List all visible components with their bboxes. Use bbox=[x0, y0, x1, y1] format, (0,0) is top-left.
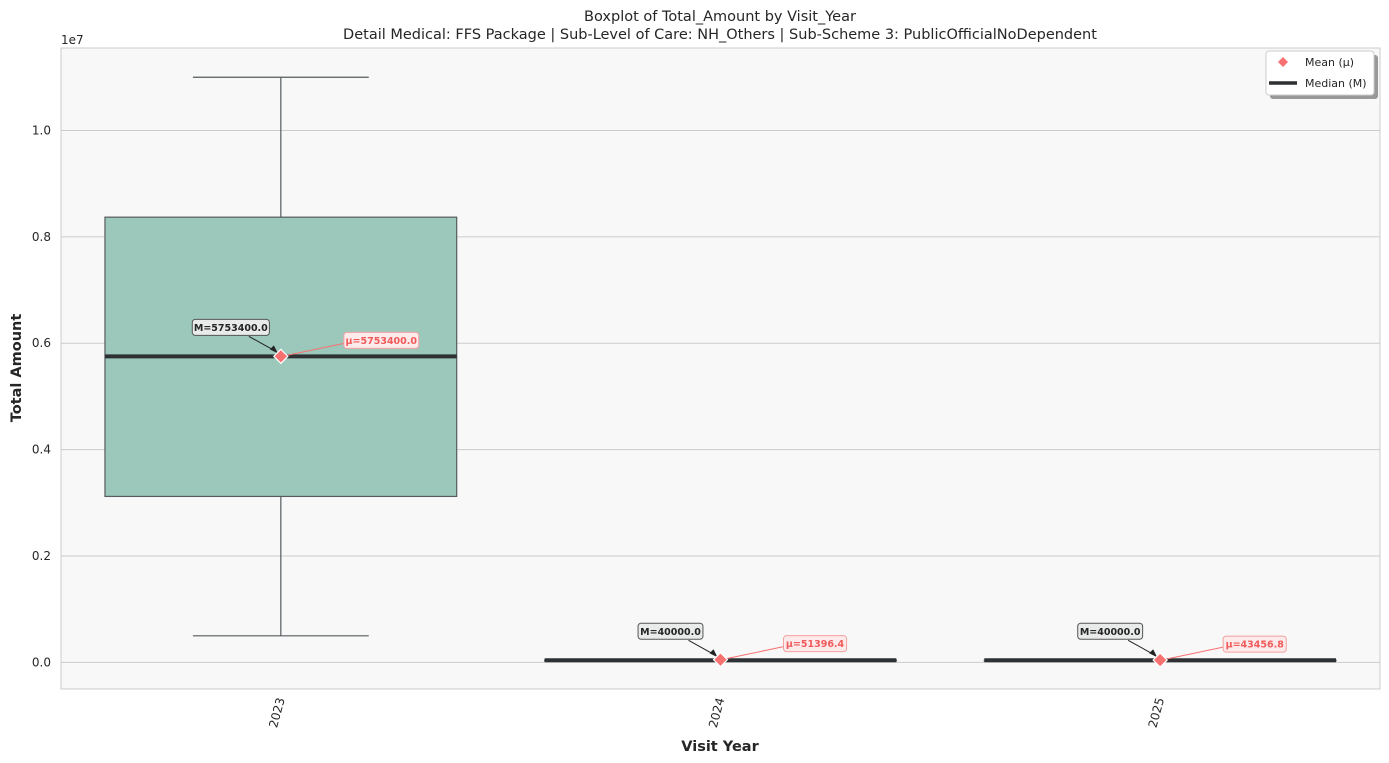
median-annotation-arrowhead bbox=[709, 649, 718, 658]
median-annotation-arrowhead bbox=[269, 345, 278, 354]
mean-marker bbox=[1152, 652, 1169, 668]
median-annotation-label: M=40000.0 bbox=[1080, 627, 1141, 638]
median-annotation-box bbox=[1077, 622, 1144, 640]
mean-marker bbox=[272, 348, 289, 365]
mean-annotation-label: μ=43456.8 bbox=[1226, 640, 1285, 651]
mean-annotation-label: μ=51396.4 bbox=[786, 639, 845, 650]
median-annotation-box bbox=[637, 622, 704, 640]
box-2025: M=40000.0 μ=43456.8 bbox=[983, 622, 1337, 668]
y-tick-label: 0.2 bbox=[32, 549, 51, 563]
mean-annotation-box bbox=[1222, 635, 1287, 653]
mean-annotation-box bbox=[343, 331, 420, 349]
legend: Mean (μ) Median (M) bbox=[1265, 50, 1378, 99]
y-tick-label: 0.8 bbox=[32, 230, 51, 244]
x-tick-label: 2023 bbox=[266, 696, 287, 729]
mean-annotation-arrow bbox=[1166, 646, 1224, 660]
median-annotation-label: M=5753400.0 bbox=[194, 323, 268, 334]
legend-median-label: Median (M) bbox=[1305, 77, 1367, 90]
mean-annotation-arrow bbox=[726, 646, 784, 660]
box-2024: M=40000.0 μ=51396.4 bbox=[544, 622, 897, 668]
y-axis-ticks: 0.0 0.2 0.4 0.6 0.8 1.0 bbox=[32, 123, 51, 669]
boxes: M=5753400.0 μ=5753400.0 M=40000.0 μ=51396.4… bbox=[104, 76, 1337, 668]
mean-marker bbox=[712, 651, 729, 668]
y-tick-label: 0.6 bbox=[32, 336, 51, 350]
mean-annotation-label: μ=5753400.0 bbox=[346, 336, 418, 347]
y-axis-label: Total Amount bbox=[9, 314, 25, 423]
y-tick-label: 0.4 bbox=[32, 443, 51, 457]
x-axis-ticks: 2023 2024 2025 bbox=[266, 696, 1167, 729]
box-2023: M=5753400.0 μ=5753400.0 bbox=[104, 76, 458, 637]
x-tick-label: 2024 bbox=[706, 696, 727, 729]
legend-mean-marker-icon bbox=[1278, 57, 1288, 67]
legend-mean-label: Mean (μ) bbox=[1305, 56, 1354, 69]
median-annotation-label: M=40000.0 bbox=[640, 627, 701, 638]
median-annotation-box bbox=[191, 318, 270, 336]
x-tick-label: 2025 bbox=[1146, 696, 1167, 729]
chart-subtitle: Detail Medical: FFS Package | Sub-Level … bbox=[343, 27, 1097, 43]
y-scale-label: 1e7 bbox=[61, 33, 84, 47]
x-axis-label: Visit Year bbox=[681, 739, 759, 755]
y-tick-label: 1.0 bbox=[32, 123, 51, 137]
mean-annotation-box bbox=[783, 635, 848, 653]
mean-annotation-arrow bbox=[286, 342, 344, 356]
median-annotation-arrowhead bbox=[1149, 649, 1158, 658]
chart-title: Boxplot of Total_Amount by Visit_Year bbox=[584, 9, 856, 25]
y-tick-label: 0.0 bbox=[32, 655, 51, 669]
plot-frame bbox=[60, 47, 1381, 690]
